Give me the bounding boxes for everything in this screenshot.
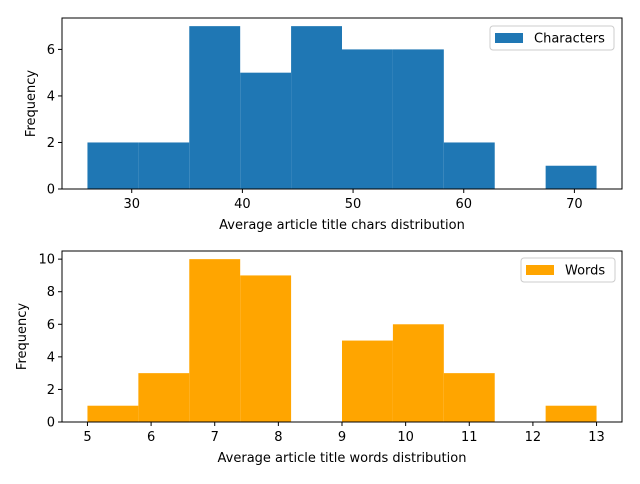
characters-bar: [240, 72, 292, 189]
words-y-tick-label: 8: [47, 285, 55, 300]
words-x-tick-label: 8: [274, 430, 282, 445]
words-x-tick-label: 11: [461, 430, 478, 445]
words-bar: [443, 373, 495, 422]
characters-bar: [545, 165, 597, 189]
characters-x-ticks: 30 40 50 60 70: [123, 189, 583, 212]
characters-y-tick-label: 4: [47, 89, 55, 104]
characters-bar: [392, 49, 444, 189]
characters-legend-box: [489, 25, 615, 51]
words-y-tick-label: 2: [47, 383, 55, 398]
words-bar: [189, 259, 241, 422]
words-y-tick-label: 6: [47, 318, 55, 333]
words-legend-box: [520, 257, 616, 283]
characters-x-tick-label: 50: [345, 197, 362, 212]
characters-bar: [342, 49, 393, 189]
characters-bar: [443, 142, 495, 189]
words-y-tick-label: 0: [47, 416, 55, 431]
words-bar: [87, 405, 139, 422]
characters-x-axis-label: Average article title chars distribution: [219, 218, 465, 233]
words-legend-swatch: [526, 265, 554, 275]
words-x-tick-label: 7: [211, 430, 219, 445]
words-bar: [342, 340, 393, 422]
characters-y-tick-label: 6: [47, 43, 55, 58]
characters-y-ticks: 0 2 4 6: [47, 43, 62, 198]
words-y-tick-label: 4: [47, 350, 55, 365]
characters-bars: [87, 26, 597, 190]
words-bar: [138, 373, 190, 422]
words-x-ticks: 5 6 7 8 9 10 11 12 13: [83, 422, 605, 445]
characters-x-tick-label: 40: [234, 197, 251, 212]
characters-x-tick-label: 60: [455, 197, 472, 212]
words-x-tick-label: 5: [83, 430, 91, 445]
words-bars: [87, 259, 597, 422]
words-x-axis-label: Average article title words distribution: [218, 451, 467, 466]
characters-bar: [189, 26, 241, 190]
words-legend-label: Words: [565, 264, 605, 279]
characters-x-tick-label: 70: [566, 197, 583, 212]
words-y-ticks: 0 2 4 6 8 10: [38, 253, 62, 431]
characters-bar: [138, 142, 190, 189]
characters-y-tick-label: 0: [47, 183, 55, 198]
words-y-axis-label: Frequency: [15, 303, 30, 370]
characters-legend-label: Characters: [534, 32, 605, 47]
characters-legend-swatch: [495, 33, 523, 43]
characters-legend: Characters: [489, 25, 615, 51]
words-histogram-chart: 5 6 7 8 9 10 11 12 13 0 2 4 6 8 10 Average article ti…: [15, 250, 623, 466]
characters-x-tick-label: 30: [123, 197, 140, 212]
words-x-tick-label: 10: [397, 430, 414, 445]
words-y-tick-label: 10: [38, 253, 55, 268]
words-x-tick-label: 13: [588, 430, 605, 445]
characters-plot-frame: [61, 17, 623, 190]
words-bar: [545, 405, 597, 422]
words-x-tick-label: 6: [147, 430, 155, 445]
characters-bar: [87, 142, 139, 189]
characters-y-tick-label: 2: [47, 136, 55, 151]
words-legend: Words: [520, 257, 616, 283]
characters-bar: [291, 26, 342, 190]
words-x-tick-label: 9: [338, 430, 346, 445]
characters-histogram-chart: 30 40 50 60 70 0 2 4 6 Average article title ch…: [24, 17, 623, 233]
characters-y-axis-label: Frequency: [24, 70, 39, 137]
words-x-tick-label: 12: [525, 430, 542, 445]
words-bar: [240, 275, 292, 422]
words-bar: [392, 324, 444, 422]
